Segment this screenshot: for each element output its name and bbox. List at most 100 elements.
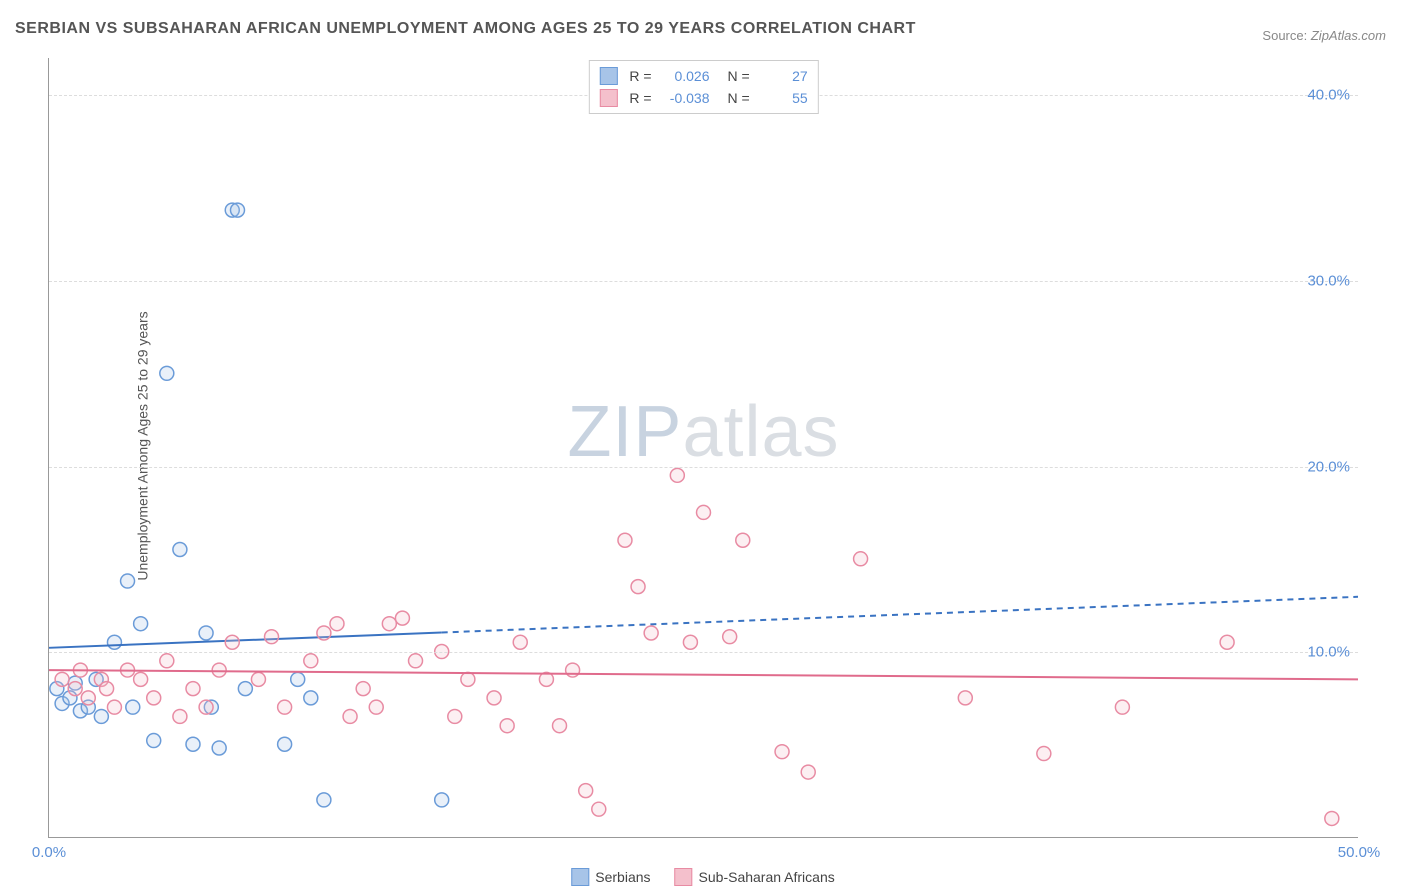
trendline-solid [49,670,1358,679]
legend-swatch [675,868,693,886]
data-point [160,654,174,668]
data-point [487,691,501,705]
data-point [461,672,475,686]
legend-series-item: Serbians [571,868,650,886]
data-point [317,626,331,640]
data-point [134,672,148,686]
data-point [356,682,370,696]
legend-r-value: 0.026 [660,68,710,84]
data-point [212,663,226,677]
data-point [644,626,658,640]
correlation-legend: R = 0.026 N = 27 R = -0.038 N = 55 [588,60,818,114]
data-point [697,505,711,519]
legend-series-label: Sub-Saharan Africans [699,869,835,885]
source-label: Source: [1262,28,1307,43]
data-point [1115,700,1129,714]
data-point [304,654,318,668]
data-point [147,734,161,748]
data-point [55,672,69,686]
data-point [854,552,868,566]
data-point [435,793,449,807]
data-point [160,366,174,380]
legend-series-label: Serbians [595,869,650,885]
legend-swatch [599,67,617,85]
data-point [186,682,200,696]
legend-n-label: N = [728,68,750,84]
data-point [409,654,423,668]
data-point [500,719,514,733]
data-point [579,784,593,798]
data-point [801,765,815,779]
data-point [107,700,121,714]
data-point [304,691,318,705]
data-point [199,626,213,640]
data-point [199,700,213,714]
gridline [49,467,1358,468]
data-point [100,682,114,696]
data-point [683,635,697,649]
legend-n-value: 27 [758,68,808,84]
data-point [592,802,606,816]
data-point [173,543,187,557]
data-point [231,203,245,217]
data-point [134,617,148,631]
data-point [448,709,462,723]
y-tick-label: 30.0% [1307,272,1350,289]
legend-r-label: R = [629,90,651,106]
data-point [670,468,684,482]
data-point [513,635,527,649]
chart-title: SERBIAN VS SUBSAHARAN AFRICAN UNEMPLOYME… [15,20,916,38]
data-point [147,691,161,705]
data-point [186,737,200,751]
y-tick-label: 20.0% [1307,458,1350,475]
data-point [278,737,292,751]
data-point [736,533,750,547]
data-point [173,709,187,723]
legend-swatch [571,868,589,886]
data-point [395,611,409,625]
data-point [317,793,331,807]
chart-container: SERBIAN VS SUBSAHARAN AFRICAN UNEMPLOYME… [0,0,1406,892]
data-point [225,635,239,649]
data-point [121,574,135,588]
data-point [68,682,82,696]
trendline-dashed [442,597,1358,633]
plot-area: ZIPatlas R =0.026N =27R =-0.038N =55 10.… [48,58,1358,838]
data-point [251,672,265,686]
scatter-svg [49,58,1358,837]
legend-n-label: N = [728,90,750,106]
legend-correlation-row: R =0.026N =27 [599,65,807,87]
data-point [369,700,383,714]
data-point [382,617,396,631]
source-citation: Source: ZipAtlas.com [1262,28,1386,43]
y-tick-label: 10.0% [1307,644,1350,661]
data-point [212,741,226,755]
data-point [723,630,737,644]
legend-r-value: -0.038 [660,90,710,106]
data-point [265,630,279,644]
data-point [126,700,140,714]
data-point [107,635,121,649]
legend-swatch [599,89,617,107]
data-point [278,700,292,714]
data-point [343,709,357,723]
gridline [49,652,1358,653]
data-point [1220,635,1234,649]
legend-series-item: Sub-Saharan Africans [675,868,835,886]
data-point [958,691,972,705]
series-legend: Serbians Sub-Saharan Africans [571,868,834,886]
legend-correlation-row: R = -0.038 N = 55 [599,87,807,109]
data-point [566,663,580,677]
data-point [94,709,108,723]
data-point [631,580,645,594]
y-tick-label: 40.0% [1307,87,1350,104]
legend-n-value: 55 [758,90,808,106]
data-point [553,719,567,733]
data-point [775,745,789,759]
data-point [291,672,305,686]
x-tick-label: 0.0% [32,844,66,861]
data-point [81,691,95,705]
source-value: ZipAtlas.com [1311,28,1386,43]
data-point [238,682,252,696]
data-point [618,533,632,547]
